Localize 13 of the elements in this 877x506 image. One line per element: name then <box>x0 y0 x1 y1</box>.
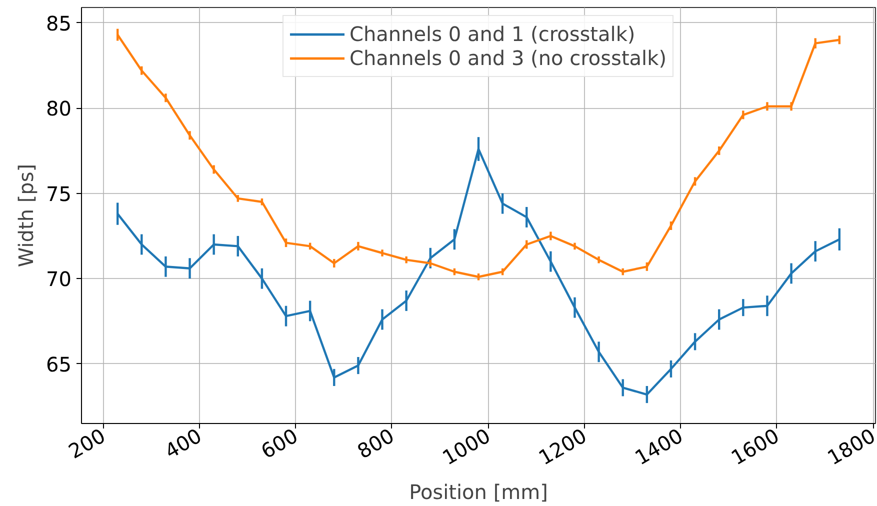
y-axis-title: Width [ps] <box>14 164 38 268</box>
x-tick-label: 800 <box>353 424 398 464</box>
x-axis-title: Position [mm] <box>409 480 548 504</box>
x-tick-label: 400 <box>160 424 206 464</box>
y-tick-label: 80 <box>46 96 72 121</box>
x-tick-label: 600 <box>256 424 302 464</box>
y-tick-label: 70 <box>46 267 72 292</box>
legend-label: Channels 0 and 3 (no crosstalk) <box>349 46 667 70</box>
y-tick-label: 85 <box>46 11 72 36</box>
x-tick-label: 200 <box>64 424 110 464</box>
y-tick-label: 75 <box>46 182 72 206</box>
y-tick-label: 65 <box>46 352 72 376</box>
legend-label: Channels 0 and 1 (crosstalk) <box>349 22 636 46</box>
